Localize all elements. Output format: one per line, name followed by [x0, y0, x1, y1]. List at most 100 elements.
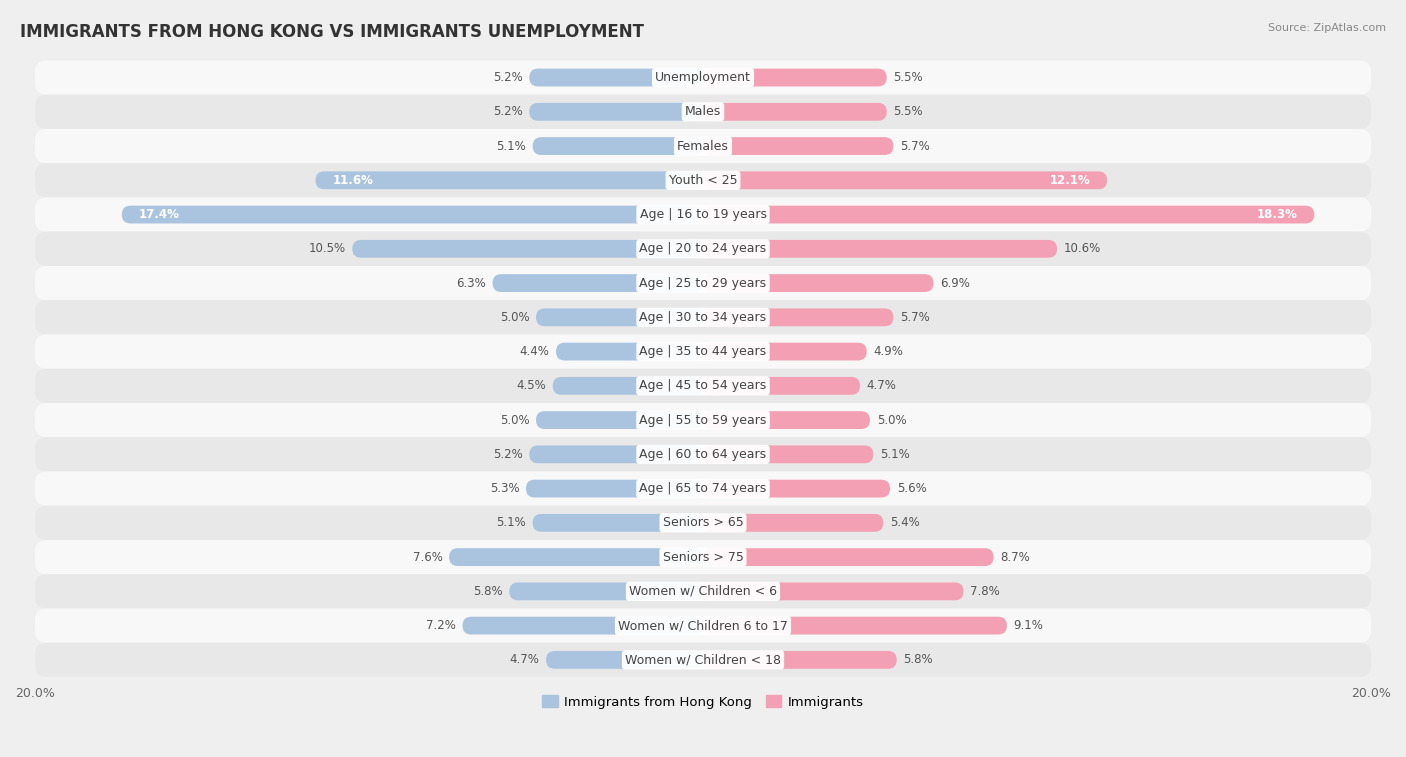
- Text: 7.2%: 7.2%: [426, 619, 456, 632]
- FancyBboxPatch shape: [703, 308, 893, 326]
- Text: 4.7%: 4.7%: [866, 379, 897, 392]
- Text: 5.1%: 5.1%: [496, 139, 526, 153]
- FancyBboxPatch shape: [449, 548, 703, 566]
- Text: Age | 65 to 74 years: Age | 65 to 74 years: [640, 482, 766, 495]
- Text: Unemployment: Unemployment: [655, 71, 751, 84]
- Text: Women w/ Children 6 to 17: Women w/ Children 6 to 17: [619, 619, 787, 632]
- FancyBboxPatch shape: [703, 69, 887, 86]
- Text: 6.9%: 6.9%: [941, 276, 970, 290]
- Text: 5.8%: 5.8%: [904, 653, 934, 666]
- FancyBboxPatch shape: [35, 540, 1371, 575]
- FancyBboxPatch shape: [529, 103, 703, 120]
- FancyBboxPatch shape: [703, 480, 890, 497]
- FancyBboxPatch shape: [703, 206, 1315, 223]
- Text: 4.5%: 4.5%: [516, 379, 546, 392]
- Text: Age | 55 to 59 years: Age | 55 to 59 years: [640, 413, 766, 427]
- FancyBboxPatch shape: [533, 514, 703, 531]
- Text: Females: Females: [678, 139, 728, 153]
- Text: 4.7%: 4.7%: [509, 653, 540, 666]
- FancyBboxPatch shape: [703, 240, 1057, 257]
- FancyBboxPatch shape: [553, 377, 703, 394]
- Text: 8.7%: 8.7%: [1000, 550, 1031, 564]
- Text: Seniors > 65: Seniors > 65: [662, 516, 744, 529]
- Text: 18.3%: 18.3%: [1257, 208, 1298, 221]
- FancyBboxPatch shape: [703, 548, 994, 566]
- Text: Age | 30 to 34 years: Age | 30 to 34 years: [640, 311, 766, 324]
- Text: IMMIGRANTS FROM HONG KONG VS IMMIGRANTS UNEMPLOYMENT: IMMIGRANTS FROM HONG KONG VS IMMIGRANTS …: [20, 23, 644, 41]
- FancyBboxPatch shape: [35, 301, 1371, 335]
- Text: 5.0%: 5.0%: [499, 311, 529, 324]
- Text: Seniors > 75: Seniors > 75: [662, 550, 744, 564]
- Text: 7.6%: 7.6%: [412, 550, 443, 564]
- FancyBboxPatch shape: [35, 198, 1371, 232]
- Text: Age | 16 to 19 years: Age | 16 to 19 years: [640, 208, 766, 221]
- Text: Age | 45 to 54 years: Age | 45 to 54 years: [640, 379, 766, 392]
- FancyBboxPatch shape: [703, 377, 860, 394]
- FancyBboxPatch shape: [703, 137, 893, 155]
- FancyBboxPatch shape: [703, 445, 873, 463]
- FancyBboxPatch shape: [492, 274, 703, 292]
- Text: 5.6%: 5.6%: [897, 482, 927, 495]
- FancyBboxPatch shape: [529, 69, 703, 86]
- FancyBboxPatch shape: [703, 171, 1107, 189]
- FancyBboxPatch shape: [546, 651, 703, 668]
- FancyBboxPatch shape: [703, 617, 1007, 634]
- FancyBboxPatch shape: [35, 95, 1371, 129]
- Text: 17.4%: 17.4%: [138, 208, 180, 221]
- FancyBboxPatch shape: [353, 240, 703, 257]
- Text: 5.4%: 5.4%: [890, 516, 920, 529]
- Text: 6.3%: 6.3%: [456, 276, 486, 290]
- FancyBboxPatch shape: [703, 103, 887, 120]
- FancyBboxPatch shape: [526, 480, 703, 497]
- FancyBboxPatch shape: [536, 308, 703, 326]
- FancyBboxPatch shape: [529, 445, 703, 463]
- Text: 7.8%: 7.8%: [970, 585, 1000, 598]
- FancyBboxPatch shape: [509, 582, 703, 600]
- Text: Source: ZipAtlas.com: Source: ZipAtlas.com: [1268, 23, 1386, 33]
- FancyBboxPatch shape: [35, 643, 1371, 677]
- Text: 5.5%: 5.5%: [893, 105, 922, 118]
- FancyBboxPatch shape: [35, 164, 1371, 198]
- FancyBboxPatch shape: [35, 609, 1371, 643]
- Text: 5.2%: 5.2%: [494, 448, 523, 461]
- Text: Age | 35 to 44 years: Age | 35 to 44 years: [640, 345, 766, 358]
- Text: 12.1%: 12.1%: [1050, 174, 1091, 187]
- FancyBboxPatch shape: [122, 206, 703, 223]
- FancyBboxPatch shape: [35, 506, 1371, 540]
- Text: 5.5%: 5.5%: [893, 71, 922, 84]
- FancyBboxPatch shape: [35, 61, 1371, 95]
- Text: Males: Males: [685, 105, 721, 118]
- Text: 5.1%: 5.1%: [496, 516, 526, 529]
- Text: Women w/ Children < 18: Women w/ Children < 18: [626, 653, 780, 666]
- Text: 4.4%: 4.4%: [519, 345, 550, 358]
- Text: Age | 60 to 64 years: Age | 60 to 64 years: [640, 448, 766, 461]
- FancyBboxPatch shape: [35, 335, 1371, 369]
- FancyBboxPatch shape: [35, 575, 1371, 609]
- FancyBboxPatch shape: [703, 411, 870, 429]
- FancyBboxPatch shape: [533, 137, 703, 155]
- FancyBboxPatch shape: [35, 232, 1371, 266]
- Text: 5.1%: 5.1%: [880, 448, 910, 461]
- FancyBboxPatch shape: [315, 171, 703, 189]
- FancyBboxPatch shape: [35, 472, 1371, 506]
- Text: Women w/ Children < 6: Women w/ Children < 6: [628, 585, 778, 598]
- FancyBboxPatch shape: [463, 617, 703, 634]
- FancyBboxPatch shape: [35, 266, 1371, 301]
- FancyBboxPatch shape: [35, 129, 1371, 164]
- FancyBboxPatch shape: [555, 343, 703, 360]
- Text: 11.6%: 11.6%: [332, 174, 373, 187]
- FancyBboxPatch shape: [703, 651, 897, 668]
- Text: 5.2%: 5.2%: [494, 71, 523, 84]
- Text: 5.8%: 5.8%: [472, 585, 502, 598]
- FancyBboxPatch shape: [703, 514, 883, 531]
- FancyBboxPatch shape: [703, 582, 963, 600]
- Text: 5.7%: 5.7%: [900, 311, 929, 324]
- FancyBboxPatch shape: [703, 343, 866, 360]
- Text: 4.9%: 4.9%: [873, 345, 903, 358]
- Text: Youth < 25: Youth < 25: [669, 174, 737, 187]
- FancyBboxPatch shape: [703, 274, 934, 292]
- Text: 5.2%: 5.2%: [494, 105, 523, 118]
- FancyBboxPatch shape: [35, 438, 1371, 472]
- Text: 9.1%: 9.1%: [1014, 619, 1043, 632]
- Legend: Immigrants from Hong Kong, Immigrants: Immigrants from Hong Kong, Immigrants: [537, 690, 869, 714]
